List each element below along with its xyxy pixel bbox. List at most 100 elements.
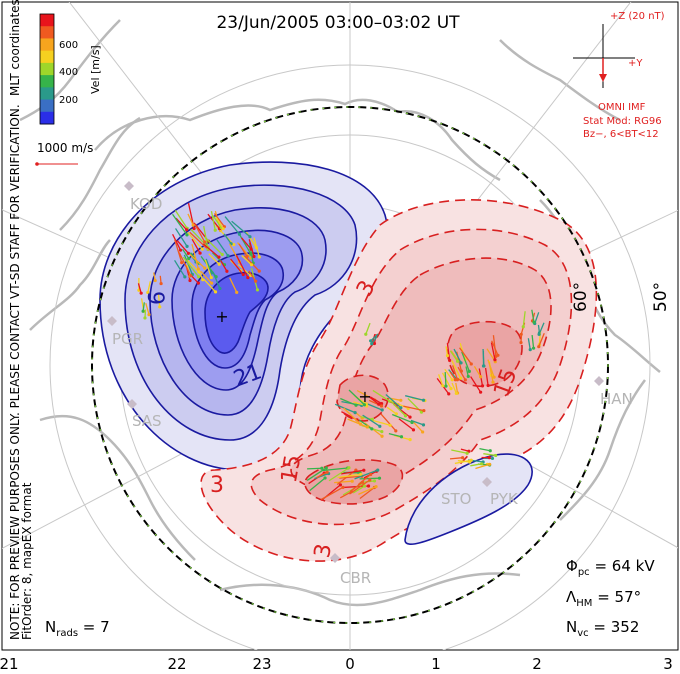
velocity-vector	[328, 467, 350, 482]
velocity-vector-origin	[394, 412, 398, 416]
velocity-vector-origin	[463, 378, 467, 382]
radar-cbr: CBR	[340, 569, 371, 587]
velocity-vector	[441, 372, 452, 389]
velocity-vector	[357, 473, 372, 486]
velocity-vector-origin	[374, 484, 378, 489]
velocity-vector	[444, 372, 447, 387]
velocity-vector-origin	[201, 278, 205, 282]
velocity-vector	[182, 248, 190, 259]
velocity-vector	[230, 258, 244, 275]
velocity-vector	[538, 322, 545, 335]
velocity-vector	[229, 277, 238, 293]
velocity-vector	[220, 260, 228, 272]
velocity-vector	[403, 405, 424, 412]
velocity-vector	[385, 394, 402, 409]
velocity-vector	[231, 220, 251, 238]
velocity-vector-origin	[210, 281, 214, 285]
velocity-vector-origin	[480, 384, 485, 388]
colorbar-label: Vel [m/s]	[89, 45, 102, 94]
velocity-vector	[352, 485, 365, 494]
velocity-vector-origin	[369, 472, 373, 477]
velocity-vector	[339, 491, 352, 499]
velocity-vector	[457, 366, 466, 381]
velocity-vector-origin	[492, 375, 496, 379]
velocity-vector-origin	[421, 398, 426, 402]
velocity-vector-origin	[421, 423, 426, 427]
velocity-vector-origin	[380, 434, 384, 438]
velocity-vector	[208, 253, 220, 265]
velocity-vector-origin	[197, 270, 201, 274]
colorbar-band	[40, 111, 54, 125]
velocity-vector-origin	[364, 332, 368, 336]
velocity-vector-origin	[139, 291, 143, 295]
velocity-vector	[538, 332, 545, 347]
velocity-vector	[470, 463, 482, 467]
velocity-vector	[224, 216, 240, 235]
velocity-vector-origin	[189, 274, 193, 278]
velocity-vector-origin	[411, 428, 416, 432]
velocity-vector-origin	[488, 449, 492, 453]
velocity-vector-origin	[493, 358, 497, 362]
potential-min-marker: +	[215, 307, 228, 326]
velocity-vector-origin	[203, 240, 207, 244]
velocity-vector-origin	[188, 278, 192, 283]
velocity-vector-origin	[186, 251, 190, 255]
velocity-vector-origin	[399, 406, 403, 410]
velocity-vector-origin	[532, 320, 536, 324]
map-statistics: Φpc = 64 kV ΛHM = 57° Nvc = 352 Nrads = …	[45, 557, 655, 639]
mlt-tick-23: 23	[252, 655, 271, 673]
velocity-vector-origin	[143, 316, 147, 320]
imf-source: OMNI IMF	[598, 102, 646, 113]
velocity-colorbar: 600 400 200 Vel [m/s]	[39, 13, 102, 125]
velocity-vector-origin	[487, 456, 491, 460]
colorbar-band	[40, 26, 54, 39]
velocity-vector	[380, 413, 397, 432]
velocity-vector-origin	[449, 386, 453, 391]
velocity-vector	[322, 467, 348, 472]
velocity-vector-origin	[496, 353, 500, 357]
imf-model: Stat Mod: RG96	[583, 116, 662, 127]
colorbar-band	[40, 99, 54, 113]
velocity-vector	[491, 340, 499, 356]
minor-negative-cell	[404, 453, 533, 545]
velocity-vector-origin	[479, 390, 483, 394]
velocity-vector	[531, 309, 535, 323]
velocity-vector	[316, 471, 328, 479]
velocity-vector-origin	[141, 309, 145, 313]
velocity-vector-origin	[246, 275, 250, 280]
velocity-vector-origin	[187, 256, 191, 261]
velocity-vector	[203, 278, 217, 293]
radar-count: Nrads = 7	[45, 618, 110, 639]
positive-convection-cell	[200, 199, 598, 562]
velocity-vector	[174, 210, 188, 229]
velocity-vector-origin	[191, 223, 195, 227]
velocity-vector	[444, 368, 453, 381]
velocity-vector-origin	[372, 341, 377, 346]
velocity-vector-origin	[448, 358, 452, 362]
velocity-vector-origin	[459, 376, 463, 380]
velocity-vector-origin	[368, 478, 372, 482]
velocity-vector-origin	[481, 364, 486, 368]
radar-han: HAN	[600, 390, 633, 408]
velocity-vector-origin	[178, 248, 183, 252]
velocity-vector-origin	[185, 228, 189, 232]
velocity-vector	[349, 481, 363, 492]
velocity-vector	[479, 448, 491, 452]
velocity-vector-origin	[218, 286, 222, 291]
velocity-vector-origin	[537, 345, 541, 349]
velocity-vector	[358, 485, 377, 495]
velocity-vector	[241, 237, 252, 250]
radar-pgr: PGR	[112, 330, 143, 348]
velocity-vector	[483, 453, 496, 457]
velocity-vector	[475, 463, 490, 470]
velocity-vector-origin	[478, 375, 483, 379]
radar-sas: SAS	[132, 412, 162, 430]
map-title: 23/Jun/2005 03:00–03:02 UT	[216, 13, 460, 33]
velocity-vector	[405, 395, 424, 401]
velocity-vector-origin	[225, 269, 229, 273]
velocity-vector-origin	[198, 251, 202, 255]
velocity-vector	[527, 338, 531, 350]
velocity-vector	[191, 238, 201, 254]
mlt-tick-2: 2	[532, 655, 542, 673]
